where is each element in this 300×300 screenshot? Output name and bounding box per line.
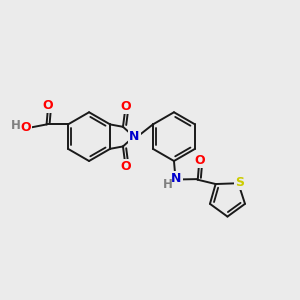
Text: N: N	[129, 130, 140, 143]
Text: O: O	[121, 100, 131, 113]
Text: O: O	[43, 99, 53, 112]
Text: O: O	[194, 154, 205, 166]
Text: O: O	[20, 121, 31, 134]
Text: H: H	[11, 118, 21, 131]
Text: H: H	[163, 178, 173, 191]
Text: N: N	[171, 172, 182, 185]
Text: S: S	[235, 176, 244, 189]
Text: O: O	[121, 160, 131, 173]
